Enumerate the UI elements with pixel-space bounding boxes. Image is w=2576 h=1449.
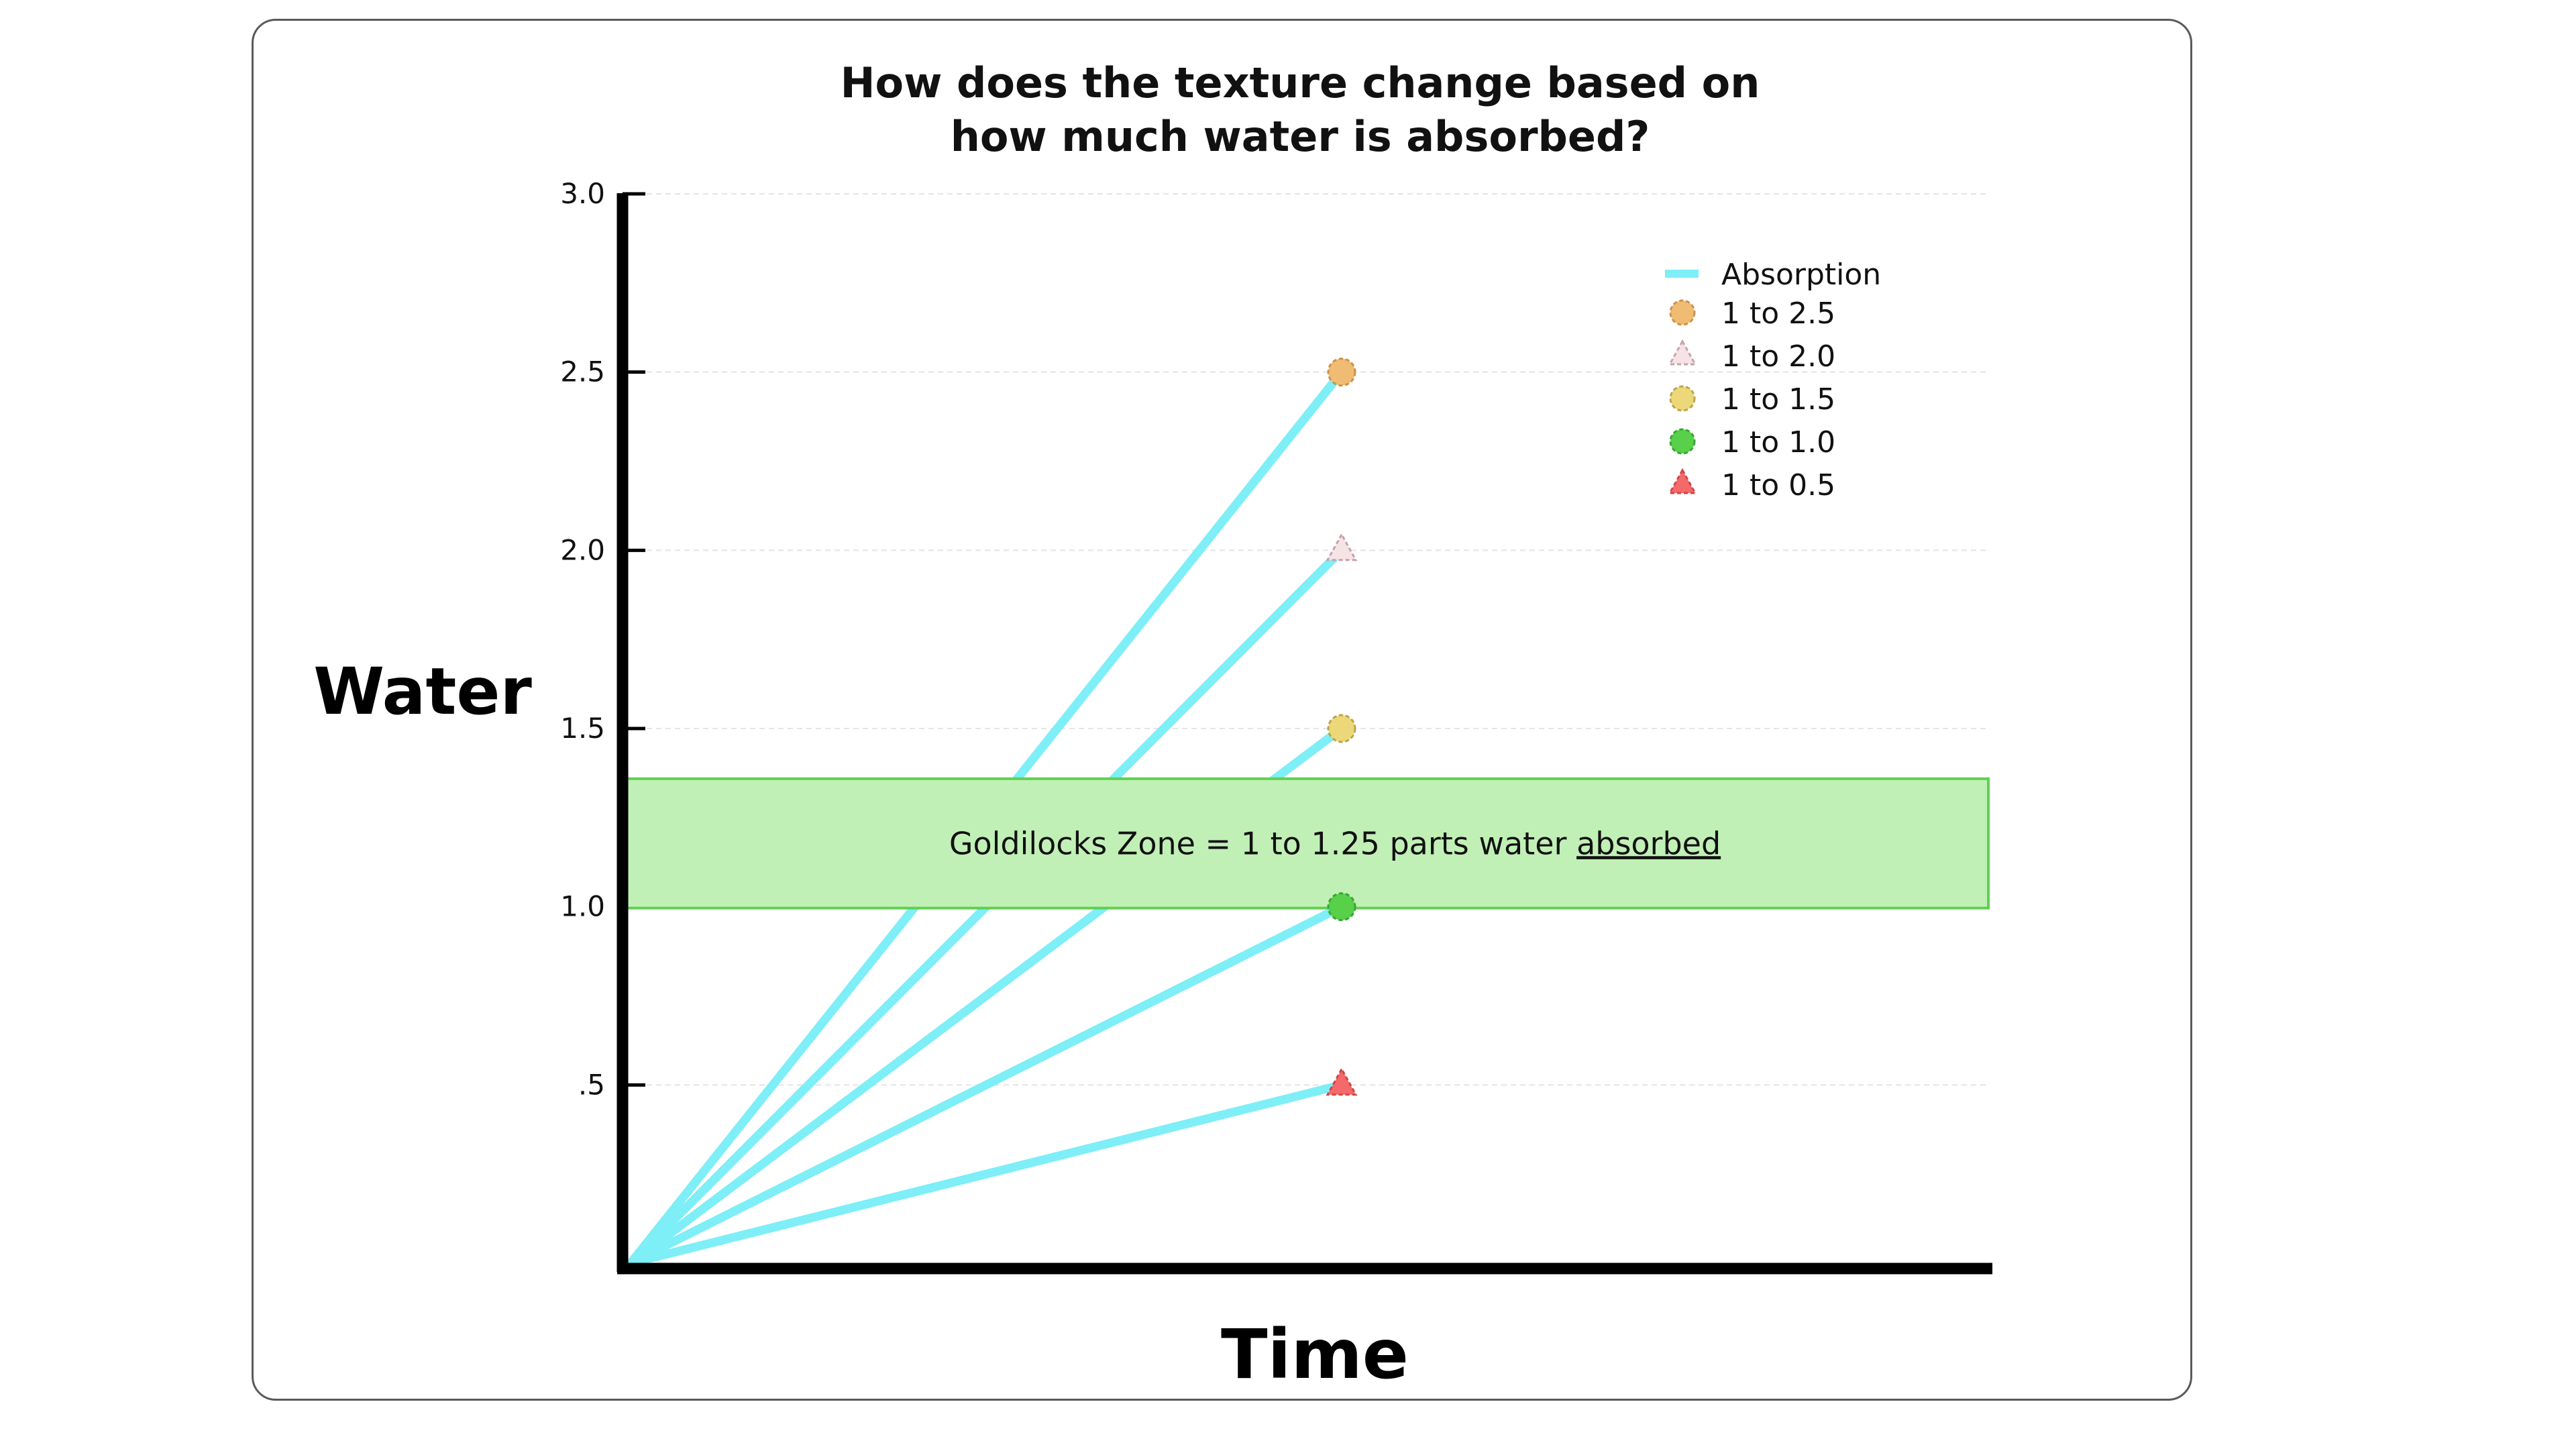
legend-label: 1 to 1.5 bbox=[1721, 382, 1835, 417]
chart-title-line-2: how much water is absorbed? bbox=[951, 112, 1650, 161]
legend-label: Absorption bbox=[1721, 258, 1881, 292]
chart-title: How does the texture change based on how… bbox=[841, 58, 1760, 161]
legend-marker bbox=[1669, 385, 1696, 412]
y-tick-label: 2.5 bbox=[560, 356, 605, 388]
y-tick-label: 3.0 bbox=[560, 177, 605, 210]
y-axis-title: Water bbox=[313, 654, 532, 729]
legend-marker bbox=[1668, 339, 1697, 366]
series-marker bbox=[1327, 358, 1356, 387]
x-axis-title: Time bbox=[1221, 1315, 1409, 1395]
chart-title-line-1: How does the texture change based on bbox=[841, 58, 1760, 107]
y-tick-label: 1.0 bbox=[560, 890, 605, 923]
goldilocks-zone-label: Goldilocks Zone = 1 to 1.25 parts water … bbox=[949, 825, 1721, 861]
legend-marker bbox=[1669, 299, 1696, 326]
legend-label: 1 to 1.0 bbox=[1721, 425, 1835, 460]
y-tick-label: .5 bbox=[578, 1068, 605, 1101]
y-tick-label: 1.5 bbox=[560, 712, 605, 745]
series-marker bbox=[1326, 532, 1358, 561]
goldilocks-zone-space bbox=[1566, 825, 1576, 861]
y-tick-labels: 3.0 2.5 2.0 1.5 1.0 .5 bbox=[560, 177, 645, 1101]
series-marker bbox=[1327, 714, 1356, 743]
goldilocks-zone-underlined: absorbed bbox=[1576, 825, 1721, 861]
legend-marker bbox=[1669, 428, 1696, 455]
chart-frame bbox=[252, 19, 2192, 1401]
series-markers bbox=[1326, 358, 1358, 1096]
axes bbox=[616, 193, 1992, 1275]
legend-label: 1 to 2.5 bbox=[1721, 297, 1835, 331]
y-tick-label: 2.0 bbox=[560, 533, 605, 566]
series-line bbox=[626, 1080, 1346, 1268]
series-line bbox=[626, 902, 1346, 1268]
goldilocks-zone-text: Goldilocks Zone = 1 to 1.25 parts water bbox=[949, 825, 1567, 861]
goldilocks-zone: Goldilocks Zone = 1 to 1.25 parts water … bbox=[625, 777, 1990, 910]
legend-label: 1 to 0.5 bbox=[1721, 468, 1835, 502]
legend-label: 1 to 2.0 bbox=[1721, 339, 1835, 374]
series-marker bbox=[1326, 1067, 1358, 1096]
series-marker bbox=[1327, 892, 1356, 922]
legend-marker bbox=[1668, 468, 1697, 494]
legend: Absorption 1 to 2.5 1 to 2.0 1 to 1.5 1 to 1… bbox=[1665, 258, 1881, 502]
